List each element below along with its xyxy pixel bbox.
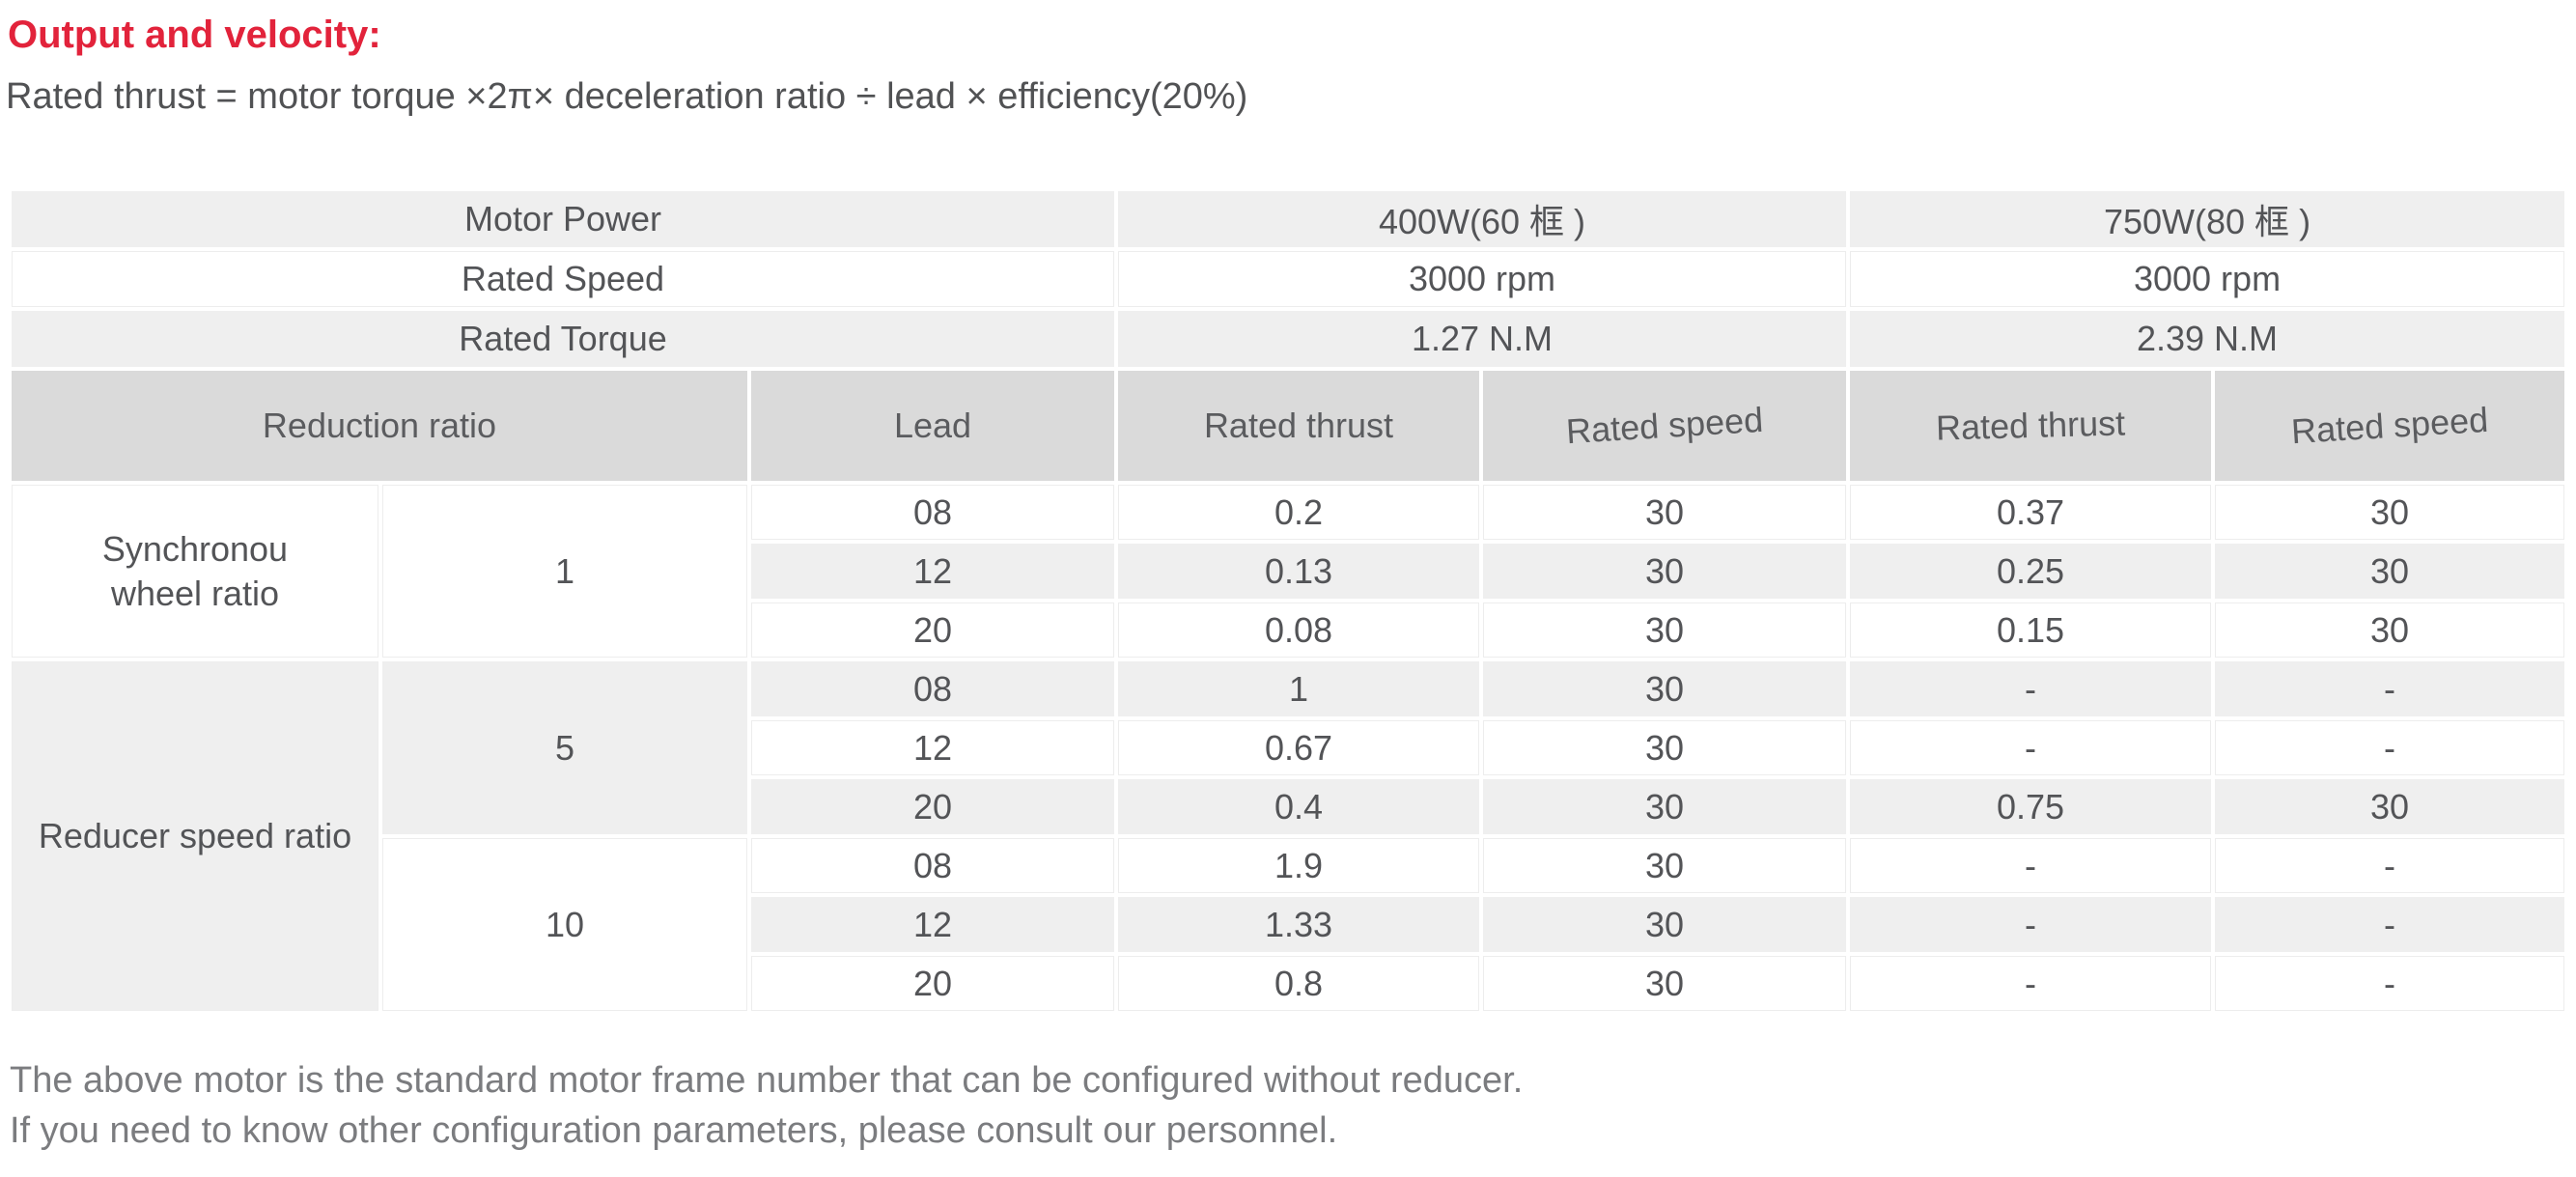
thrust-400w-cell: 0.08: [1114, 599, 1483, 661]
table-row: 10 08 1.9 30 - -: [10, 834, 2569, 1015]
thrust-750w-cell: -: [1846, 952, 2216, 1015]
table-row: 20 0.4 30 0.75 30: [10, 775, 2569, 838]
speed-400w-cell: 30: [1478, 716, 1851, 779]
speed-400w-cell: 30: [1478, 952, 1851, 1015]
lead-cell: 12: [747, 540, 1118, 603]
ratio-cell: 5: [378, 658, 751, 838]
lead-cell: 12: [747, 716, 1118, 779]
info-row-motor-power: Motor Power 400W(60 框 ) 750W(80 框 ): [8, 187, 2569, 251]
section-label-reducer: Reducer speed ratio: [8, 658, 382, 1015]
lead-cell: 20: [747, 599, 1118, 661]
speed-750w-cell: -: [2211, 893, 2569, 956]
speed-750w-cell: -: [2211, 952, 2569, 1015]
header-rated-thrust-400w: Rated thrust: [1114, 367, 1483, 485]
table-row: 12 0.13 30 0.25 30: [10, 540, 2569, 603]
lead-cell: 08: [747, 658, 1118, 720]
ratio-cell: 10: [378, 834, 751, 1015]
thrust-400w-cell: 0.8: [1114, 952, 1483, 1015]
speed-750w-cell: 30: [2211, 481, 2569, 544]
thrust-750w-cell: -: [1846, 834, 2216, 897]
header-reduction-ratio: Reduction ratio: [8, 367, 751, 485]
table-row: 12 0.67 30 - -: [10, 716, 2569, 779]
info-label-motor-power: Motor Power: [8, 187, 1118, 251]
speed-750w-cell: -: [2211, 658, 2569, 720]
speed-400w-cell: 30: [1478, 658, 1851, 720]
info-value-motor-power-750w: 750W(80 框 ): [1846, 187, 2569, 251]
section-label-synchronous: Synchronou wheel ratio: [8, 481, 382, 661]
lead-cell: 08: [747, 834, 1118, 897]
info-value-rated-torque-750w: 2.39 N.M: [1846, 307, 2569, 371]
header-rated-thrust-750w: Rated thrust: [1846, 367, 2216, 485]
table-row: 12 1.33 30 - -: [10, 893, 2569, 956]
thrust-750w-cell: -: [1846, 716, 2216, 779]
speed-750w-cell: 30: [2211, 775, 2569, 838]
footer-notes: The above motor is the standard motor fr…: [10, 1055, 2576, 1156]
speed-400w-cell: 30: [1478, 540, 1851, 603]
header-rated-speed-400w: Rated speed: [1478, 367, 1851, 485]
info-row-rated-torque: Rated Torque 1.27 N.M 2.39 N.M: [8, 307, 2569, 371]
table-row: 20 0.8 30 - -: [10, 952, 2569, 1015]
thrust-400w-cell: 0.2: [1114, 481, 1483, 544]
info-value-rated-torque-400w: 1.27 N.M: [1113, 307, 1851, 371]
thrust-750w-cell: 0.25: [1846, 540, 2216, 603]
lead-cell: 20: [747, 775, 1118, 838]
speed-750w-cell: 30: [2211, 540, 2569, 603]
lead-cell: 08: [747, 481, 1118, 544]
page-title: Output and velocity:: [8, 14, 381, 56]
speed-750w-cell: -: [2211, 716, 2569, 779]
speed-750w-cell: 30: [2211, 599, 2569, 661]
info-value-rated-speed-400w: 3000 rpm: [1113, 247, 1851, 311]
thrust-750w-cell: -: [1846, 658, 2216, 720]
thrust-750w-cell: -: [1846, 893, 2216, 956]
note-line: If you need to know other configuration …: [10, 1110, 1338, 1151]
thrust-750w-cell: 0.75: [1846, 775, 2216, 838]
speed-400w-cell: 30: [1478, 893, 1851, 956]
thrust-400w-cell: 1: [1114, 658, 1483, 720]
thrust-750w-cell: 0.15: [1846, 599, 2216, 661]
info-label-rated-speed: Rated Speed: [8, 247, 1118, 311]
speed-400w-cell: 30: [1478, 599, 1851, 661]
header-lead: Lead: [747, 367, 1118, 485]
note-line: The above motor is the standard motor fr…: [10, 1060, 1524, 1101]
formula-text: Rated thrust = motor torque ×2π× deceler…: [6, 76, 1248, 117]
table-row: Synchronou wheel ratio 1 08 0.2 30 0.37 …: [8, 481, 2569, 661]
speed-400w-cell: 30: [1478, 775, 1851, 838]
lead-cell: 12: [747, 893, 1118, 956]
speed-750w-cell: -: [2211, 834, 2569, 897]
header-rated-speed-750w: Rated speed: [2211, 367, 2569, 485]
table-row: Reducer speed ratio 5 08 1 30 - -: [8, 658, 2569, 1015]
table-row: 20 0.08 30 0.15 30: [10, 599, 2569, 661]
info-value-rated-speed-750w: 3000 rpm: [1846, 247, 2569, 311]
thrust-400w-cell: 1.33: [1114, 893, 1483, 956]
speed-400w-cell: 30: [1478, 834, 1851, 897]
thrust-400w-cell: 0.4: [1114, 775, 1483, 838]
output-velocity-table: Motor Power 400W(60 框 ) 750W(80 框 ) Rate…: [8, 187, 2569, 1015]
thrust-750w-cell: 0.37: [1846, 481, 2216, 544]
thrust-400w-cell: 1.9: [1114, 834, 1483, 897]
lead-cell: 20: [747, 952, 1118, 1015]
info-label-rated-torque: Rated Torque: [8, 307, 1118, 371]
info-row-rated-speed: Rated Speed 3000 rpm 3000 rpm: [8, 247, 2569, 311]
speed-400w-cell: 30: [1478, 481, 1851, 544]
ratio-cell: 1: [378, 481, 751, 661]
thrust-400w-cell: 0.67: [1114, 716, 1483, 779]
datasheet-page: Output and velocity: Rated thrust = moto…: [0, 12, 2576, 1177]
thrust-400w-cell: 0.13: [1114, 540, 1483, 603]
info-value-motor-power-400w: 400W(60 框 ): [1113, 187, 1851, 251]
table-header-row: Reduction ratio Lead Rated thrust Rated …: [8, 367, 2569, 485]
